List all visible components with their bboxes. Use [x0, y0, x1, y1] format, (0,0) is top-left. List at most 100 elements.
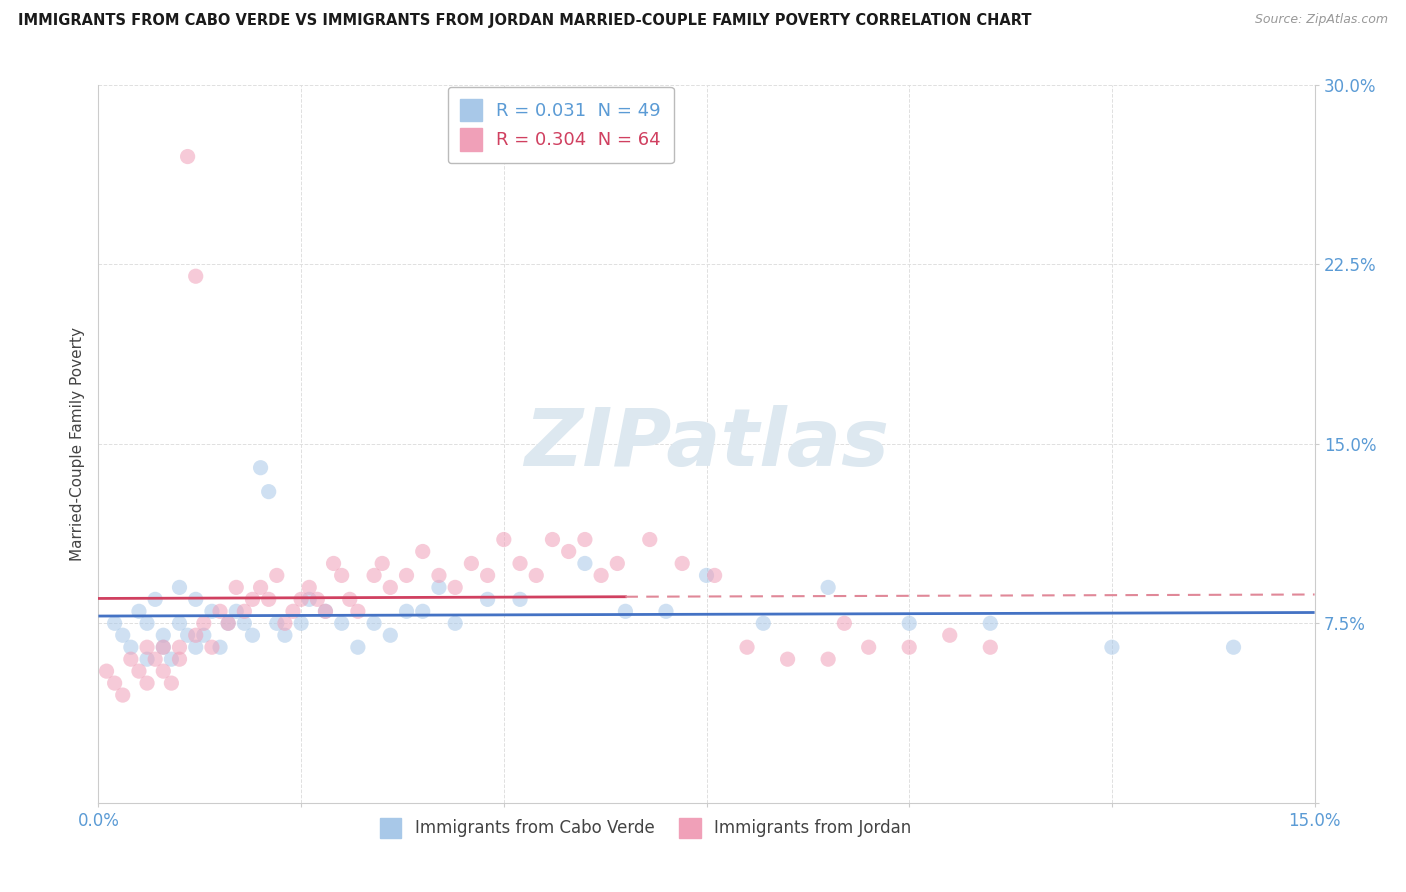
- Text: Source: ZipAtlas.com: Source: ZipAtlas.com: [1254, 13, 1388, 27]
- Point: [492, 533, 515, 547]
- Point: [638, 533, 661, 547]
- Point: [347, 640, 370, 655]
- Point: [314, 604, 336, 618]
- Point: [266, 568, 288, 582]
- Point: [541, 533, 564, 547]
- Point: [96, 664, 118, 678]
- Point: [524, 568, 547, 582]
- Point: [242, 592, 264, 607]
- Point: [363, 616, 385, 631]
- Point: [136, 676, 159, 690]
- Point: [509, 557, 531, 571]
- Point: [242, 628, 264, 642]
- Point: [314, 604, 336, 618]
- Point: [817, 581, 839, 595]
- Point: [395, 604, 418, 618]
- Point: [152, 640, 174, 655]
- Point: [128, 604, 150, 618]
- Point: [347, 604, 370, 618]
- Point: [136, 616, 159, 631]
- Point: [184, 640, 207, 655]
- Point: [169, 640, 191, 655]
- Point: [233, 616, 256, 631]
- Point: [307, 592, 329, 607]
- Point: [380, 581, 402, 595]
- Point: [184, 269, 207, 284]
- Point: [817, 652, 839, 666]
- Point: [201, 640, 224, 655]
- Point: [703, 568, 725, 582]
- Point: [217, 616, 239, 631]
- Point: [274, 628, 297, 642]
- Point: [591, 568, 613, 582]
- Text: ZIPatlas: ZIPatlas: [524, 405, 889, 483]
- Point: [298, 592, 321, 607]
- Point: [290, 592, 312, 607]
- Point: [834, 616, 856, 631]
- Point: [281, 604, 304, 618]
- Point: [574, 533, 596, 547]
- Point: [169, 616, 191, 631]
- Point: [671, 557, 693, 571]
- Point: [330, 616, 353, 631]
- Point: [193, 628, 215, 642]
- Point: [249, 581, 271, 595]
- Point: [217, 616, 239, 631]
- Point: [176, 628, 198, 642]
- Point: [209, 640, 232, 655]
- Point: [460, 557, 482, 571]
- Point: [120, 652, 142, 666]
- Point: [979, 640, 1001, 655]
- Point: [298, 581, 321, 595]
- Point: [752, 616, 775, 631]
- Point: [1222, 640, 1244, 655]
- Point: [898, 640, 921, 655]
- Point: [143, 592, 166, 607]
- Point: [427, 568, 450, 582]
- Point: [509, 592, 531, 607]
- Point: [136, 652, 159, 666]
- Point: [290, 616, 312, 631]
- Point: [104, 616, 127, 631]
- Point: [128, 664, 150, 678]
- Point: [858, 640, 880, 655]
- Point: [939, 628, 962, 642]
- Point: [201, 604, 224, 618]
- Point: [614, 604, 637, 618]
- Point: [274, 616, 297, 631]
- Point: [120, 640, 142, 655]
- Point: [330, 568, 353, 582]
- Point: [427, 581, 450, 595]
- Point: [193, 616, 215, 631]
- Point: [444, 616, 467, 631]
- Point: [233, 604, 256, 618]
- Point: [184, 628, 207, 642]
- Point: [477, 568, 499, 582]
- Point: [606, 557, 628, 571]
- Legend: Immigrants from Cabo Verde, Immigrants from Jordan: Immigrants from Cabo Verde, Immigrants f…: [373, 811, 918, 845]
- Point: [249, 460, 271, 475]
- Point: [169, 652, 191, 666]
- Point: [395, 568, 418, 582]
- Point: [266, 616, 288, 631]
- Point: [209, 604, 232, 618]
- Point: [104, 676, 127, 690]
- Point: [557, 544, 579, 558]
- Point: [176, 149, 198, 164]
- Point: [160, 676, 183, 690]
- Point: [776, 652, 799, 666]
- Point: [339, 592, 361, 607]
- Point: [371, 557, 394, 571]
- Point: [136, 640, 159, 655]
- Point: [574, 557, 596, 571]
- Point: [257, 484, 280, 499]
- Y-axis label: Married-Couple Family Poverty: Married-Couple Family Poverty: [69, 326, 84, 561]
- Point: [380, 628, 402, 642]
- Point: [477, 592, 499, 607]
- Point: [655, 604, 678, 618]
- Point: [735, 640, 758, 655]
- Point: [412, 544, 434, 558]
- Point: [898, 616, 921, 631]
- Point: [1101, 640, 1123, 655]
- Point: [152, 628, 174, 642]
